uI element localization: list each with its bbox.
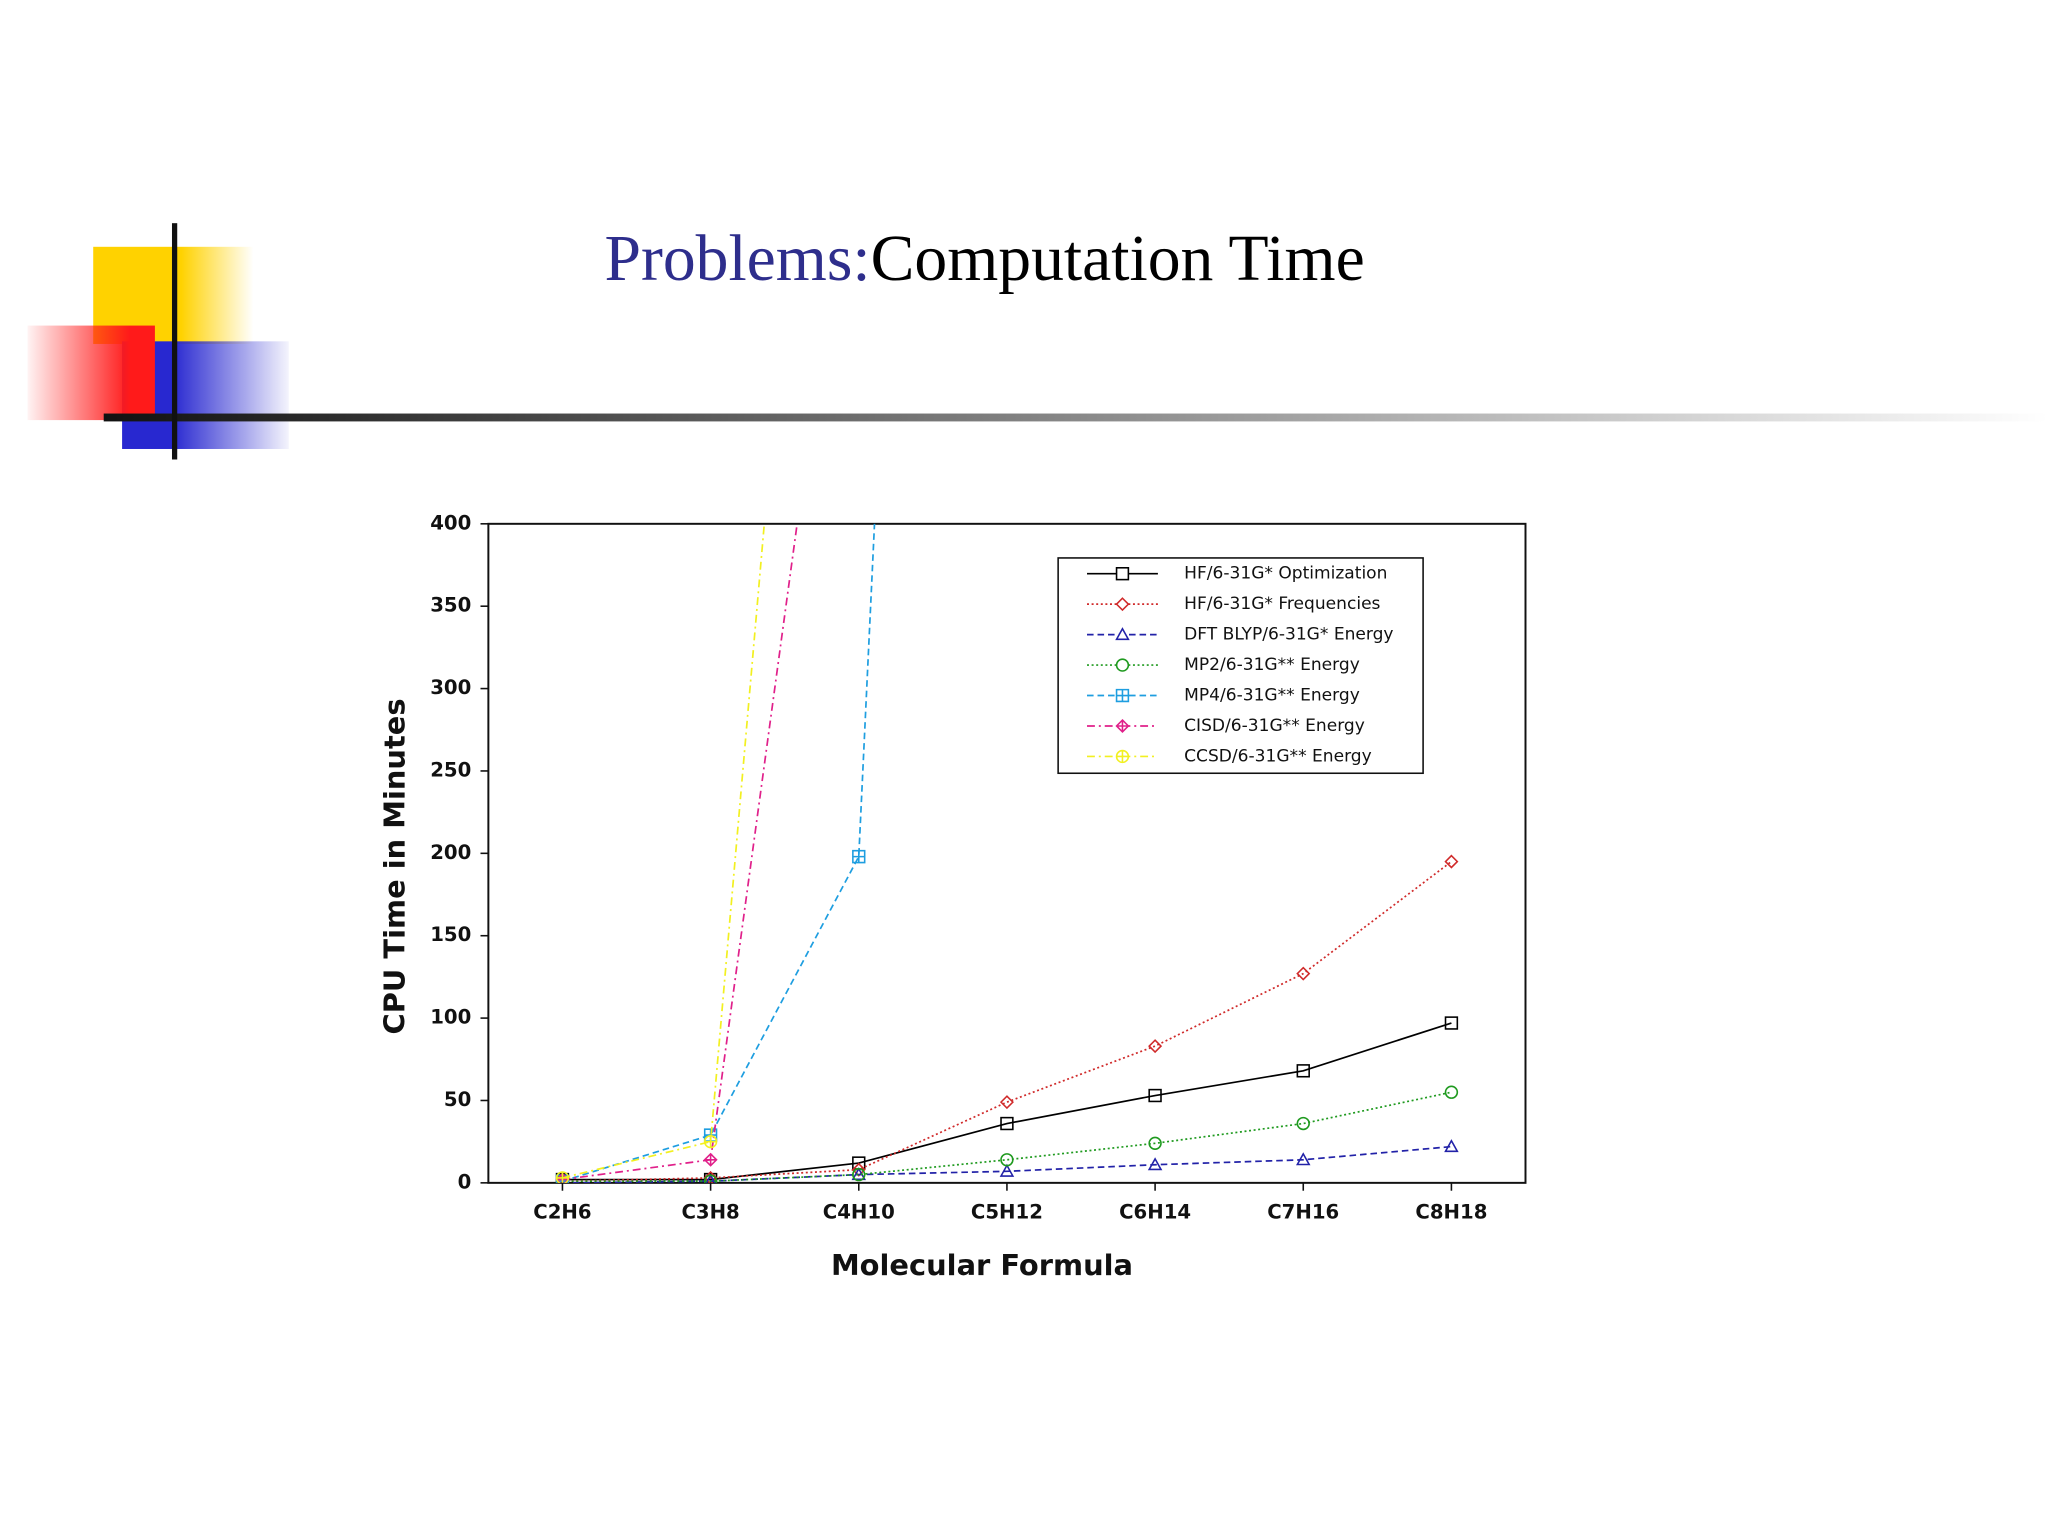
- x-tick-label: C3H8: [681, 1201, 739, 1224]
- y-tick-label: 300: [430, 676, 471, 699]
- marker: [1148, 1088, 1162, 1103]
- x-axis-title: Molecular Formula: [831, 1248, 1133, 1282]
- marker: [555, 1171, 570, 1183]
- marker: [852, 849, 866, 864]
- y-tick-label: 150: [430, 923, 471, 946]
- marker: [853, 65, 865, 77]
- marker: [1148, 1039, 1163, 1054]
- marker: [703, 1134, 718, 1149]
- x-tick-label: C6H14: [1119, 1201, 1191, 1224]
- marker: [1115, 627, 1130, 641]
- y-tick-label: 0: [458, 1170, 472, 1193]
- marker: [1115, 688, 1130, 703]
- y-tick-label: 350: [430, 594, 471, 617]
- legend-label: CCSD/6-31G** Energy: [1184, 746, 1372, 766]
- series-line: [562, 1022, 1452, 1181]
- x-tick-label: C5H12: [971, 1201, 1043, 1224]
- marker: [1115, 658, 1130, 672]
- marker: [1115, 749, 1130, 764]
- legend-label: MP2/6-31G** Energy: [1184, 655, 1360, 675]
- marker: [852, 1167, 866, 1182]
- marker: [999, 1095, 1014, 1110]
- marker: [1115, 567, 1130, 581]
- legend-label: HF/6-31G* Frequencies: [1184, 594, 1380, 614]
- y-tick-label: 250: [430, 758, 471, 781]
- marker: [851, 1162, 866, 1177]
- x-tick-label: C2H6: [533, 1201, 591, 1224]
- legend-label: DFT BLYP/6-31G* Energy: [1184, 625, 1393, 645]
- marker: [999, 1163, 1015, 1177]
- marker: [703, 1152, 718, 1167]
- marker: [1115, 718, 1130, 734]
- x-tick-label: C8H18: [1415, 1201, 1487, 1224]
- slide-title: Problems:Computation Time: [604, 223, 1364, 295]
- marker: [1444, 1085, 1459, 1099]
- series-line: [562, 523, 766, 1179]
- marker: [1444, 854, 1459, 869]
- series-line: [562, 860, 1452, 1183]
- marker: [1444, 1139, 1459, 1153]
- decoration: [27, 223, 2048, 460]
- legend-label: MP4/6-31G** Energy: [1184, 686, 1360, 706]
- series-line: [562, 523, 876, 1183]
- x-tick-label: C4H10: [823, 1201, 895, 1224]
- y-axis-title: CPU Time in Minutes: [377, 698, 411, 1034]
- y-tick-label: 200: [430, 841, 471, 864]
- marker: [1147, 1157, 1163, 1171]
- marker: [1296, 1064, 1310, 1078]
- title-main: Computation Time: [871, 223, 1365, 295]
- marker: [1444, 1016, 1459, 1030]
- marker: [703, 1174, 718, 1183]
- x-tick-label: C7H16: [1267, 1201, 1339, 1224]
- series-line: [562, 1091, 1452, 1183]
- marker: [1115, 597, 1130, 612]
- legend-label: CISD/6-31G** Energy: [1184, 716, 1365, 736]
- marker: [1296, 966, 1311, 981]
- marker: [705, 1173, 716, 1183]
- marker: [1296, 1116, 1310, 1131]
- marker: [1000, 1116, 1014, 1131]
- y-tick-label: 400: [430, 511, 471, 534]
- marker: [1148, 1136, 1162, 1151]
- legend-label: HF/6-31G* Optimization: [1184, 564, 1387, 584]
- marker: [1296, 1152, 1311, 1166]
- y-tick-label: 100: [430, 1006, 471, 1029]
- marker: [1000, 1153, 1014, 1167]
- y-tick-label: 50: [444, 1088, 471, 1111]
- plot-area: [555, 65, 1459, 1183]
- title-prefix: Problems:: [604, 223, 870, 295]
